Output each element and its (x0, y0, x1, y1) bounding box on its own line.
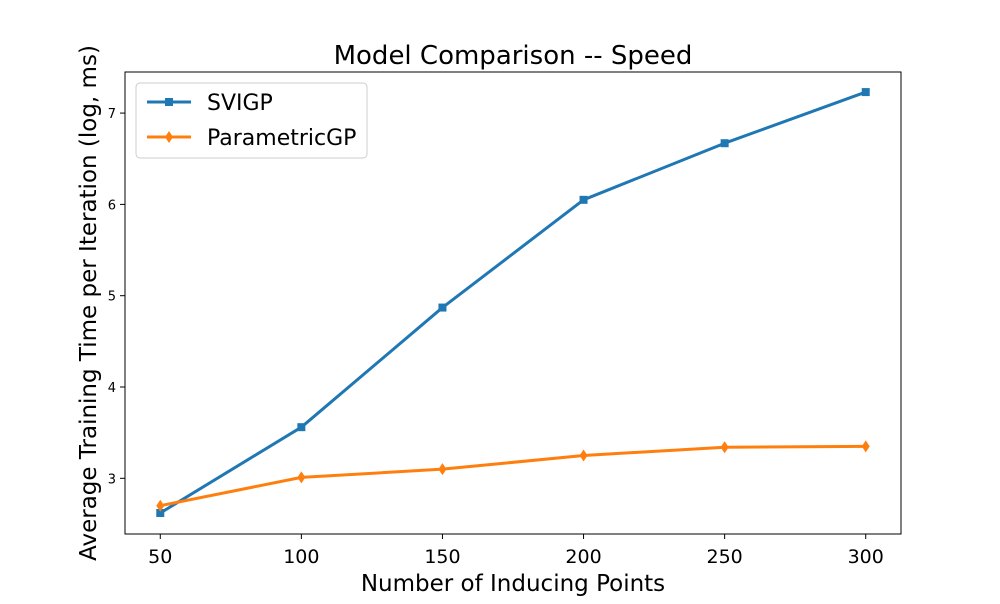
data-point-svigp (861, 88, 870, 97)
data-point-svigp (297, 423, 306, 432)
series-line-svigp (158, 90, 868, 515)
data-point-svigp (438, 303, 447, 312)
series-svigp (156, 88, 870, 517)
legend-item-parametricgp: ParametricGP (147, 126, 356, 151)
x-tick-label: 200 (565, 546, 601, 568)
data-point-svigp (720, 139, 729, 148)
series-layer (156, 88, 870, 517)
y-tick-label: 5 (108, 290, 116, 305)
x-tick-label: 100 (283, 546, 319, 568)
legend-item-svigp: SVIGP (147, 91, 273, 116)
data-point-parametricgp (156, 499, 165, 512)
data-point-svigp (579, 195, 588, 204)
x-tick-label: 50 (148, 546, 172, 568)
data-point-parametricgp (720, 441, 729, 454)
data-point-svigp (156, 509, 165, 517)
data-point-parametricgp (579, 449, 588, 462)
plot-frame (124, 71, 902, 535)
y-tick-label: 6 (108, 198, 116, 213)
x-tick-label: 150 (424, 546, 460, 568)
y-tick-label: 3 (108, 472, 116, 487)
x-axis-label: Number of Inducing Points (361, 571, 665, 597)
data-point-parametricgp (297, 471, 306, 484)
series-line-parametricgp (158, 444, 868, 508)
y-axis-label: Average Training Time per Iteration (log… (76, 45, 102, 561)
legend: SVIGP ParametricGP (135, 82, 368, 159)
legend-marker-parametricgp (165, 131, 173, 143)
legend-box (135, 82, 368, 159)
legend-marker-svigp (165, 98, 173, 106)
y-tick-label: 7 (108, 107, 116, 122)
legend-items: SVIGP ParametricGP (147, 91, 356, 151)
chart-title: Model Comparison -- Speed (334, 41, 693, 71)
data-point-parametricgp (438, 463, 447, 476)
y-tick-label: 4 (108, 381, 116, 396)
x-tick-label: 250 (707, 546, 743, 568)
legend-label-parametricgp: ParametricGP (207, 126, 356, 151)
axis-ticks: 50 100 150 200 250 300 3 4 5 6 7 (108, 107, 884, 568)
x-tick-label: 300 (848, 546, 884, 568)
legend-label-svigp: SVIGP (207, 91, 273, 116)
series-parametricgp (156, 440, 870, 512)
data-point-parametricgp (861, 440, 870, 453)
